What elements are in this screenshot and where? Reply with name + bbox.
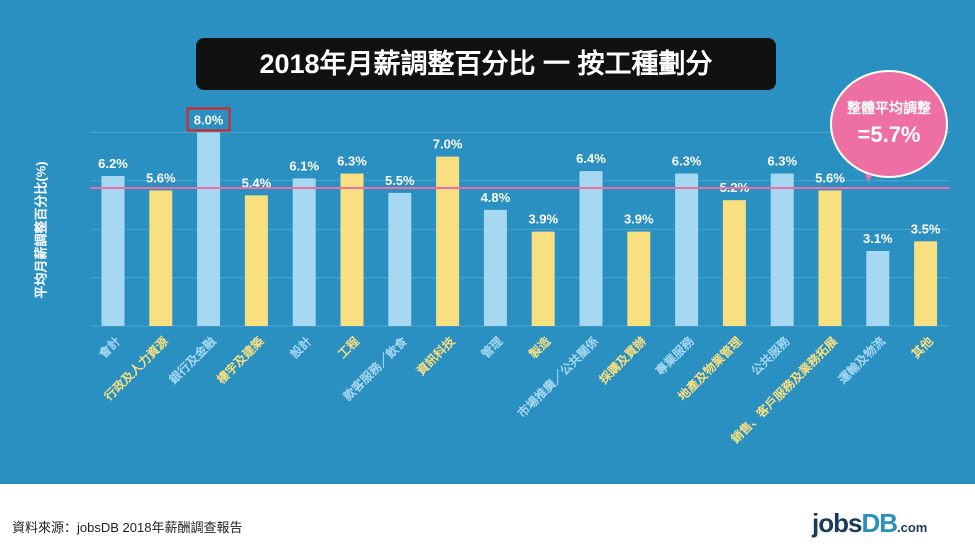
category-label: 專業服務 [652,333,697,378]
data-label: 6.3% [672,154,702,169]
bar [197,132,221,326]
category-label: 樓宇及建築 [213,333,267,387]
data-label: 6.4% [576,151,606,166]
bar [627,231,651,326]
category-label: 會計 [96,334,124,362]
bar [866,250,890,326]
bar [770,173,794,326]
bar [436,156,460,326]
data-label: 8.0% [194,112,224,127]
bar [483,209,507,326]
bar [340,173,364,326]
category-label: 製造 [525,333,554,362]
data-label: 3.1% [863,231,893,246]
bar [675,173,699,326]
category-label: 管理 [478,334,506,362]
data-label: 5.5% [385,173,415,188]
jobsdb-logo: jobsDB.com [812,508,928,538]
data-label: 5.6% [815,170,845,185]
bar [149,190,173,326]
chart-title: 2018年月薪調整百分比 一 按工種劃分 [196,38,776,90]
category-label: 其他 [908,334,936,362]
bar [244,195,268,326]
data-label: 3.5% [911,221,941,236]
data-label: 3.9% [528,212,558,227]
average-label: 整體平均調整 [847,100,931,116]
bar [722,200,746,326]
category-label: 資訊科技 [413,333,458,378]
bar [914,241,938,326]
bar [292,178,316,326]
data-label: 6.2% [98,156,128,171]
source-note: 資料來源：jobsDB 2018年薪酬調查報告 [12,520,243,535]
category-label: 市場推廣／公共關係 [514,334,601,421]
y-axis-label: 平均月薪調整百分比(%) [33,161,49,299]
category-label: 運輸及物流 [835,334,888,387]
data-label: 6.3% [337,154,367,169]
data-label: 7.0% [433,137,463,152]
data-label: 4.8% [481,190,511,205]
average-value: =5.7% [857,122,921,147]
data-label: 3.9% [624,212,654,227]
bar [531,231,555,326]
category-label: 工程 [335,334,363,362]
highlight-box [186,107,231,132]
data-label: 6.3% [767,154,797,169]
bar [388,192,412,326]
data-label: 5.4% [242,175,272,190]
category-label: 公共服務 [748,333,793,378]
bar [579,171,603,326]
data-label: 6.1% [289,158,319,173]
bar-chart: 6.2%會計5.6%行政及人力資源8.0%銀行及金融5.4%樓宇及建築6.1%設… [90,107,950,446]
category-label: 採購及買辦 [596,334,649,387]
average-badge: 整體平均調整 =5.7% [830,70,948,178]
data-label: 5.6% [146,170,176,185]
category-label: 設計 [287,334,315,362]
bar [818,190,842,326]
bar [101,175,125,326]
category-label: 銀行及金融 [165,334,219,388]
